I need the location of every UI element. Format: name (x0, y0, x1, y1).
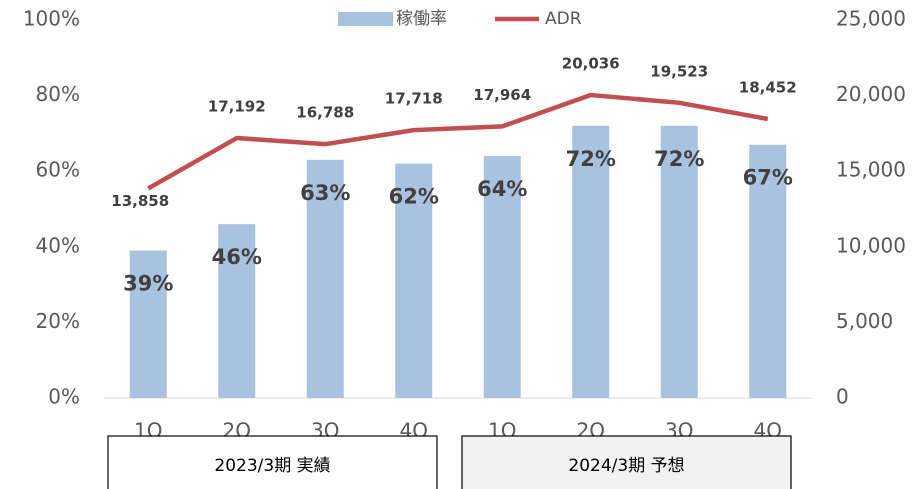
y2-tick-label: 5,000 (836, 309, 893, 333)
y-tick-label: 40% (36, 233, 80, 257)
group-box (107, 435, 438, 489)
group-label: 2024/3期 予想 (568, 456, 684, 476)
y2-tick-label: 20,000 (836, 82, 906, 106)
adr-line (147, 92, 769, 191)
group-label: 2023/3期 実績 (214, 456, 330, 476)
y-tick-label: 20% (36, 309, 80, 333)
y-tick-label: 60% (36, 158, 80, 182)
value-label: 72% (566, 147, 616, 171)
adr-label: 16,788 (296, 104, 354, 122)
value-label: 63% (300, 181, 350, 205)
bar (129, 250, 167, 398)
value-label: 64% (477, 177, 527, 201)
value-label: 62% (389, 185, 439, 209)
adr-label: 17,192 (208, 98, 266, 116)
group-box (461, 435, 792, 489)
bar (395, 163, 433, 398)
value-label: 39% (123, 272, 173, 296)
y2-tick-label: 10,000 (836, 233, 906, 257)
bar (306, 159, 344, 398)
legend-label: 稼働率 (396, 9, 447, 29)
value-label: 72% (654, 147, 704, 171)
legend-label: ADR (545, 9, 582, 29)
y2-tick-label: 0 (836, 385, 849, 409)
y-tick-label: 100% (23, 7, 80, 31)
y-tick-label: 80% (36, 82, 80, 106)
adr-label: 19,523 (650, 62, 708, 80)
adr-label: 13,858 (111, 192, 169, 210)
adr-label: 18,452 (739, 79, 797, 97)
adr-label: 17,718 (385, 90, 443, 108)
adr-label: 20,036 (562, 55, 620, 73)
adr-label: 17,964 (473, 86, 531, 104)
bar (660, 125, 698, 398)
bar (218, 224, 256, 398)
legend-swatch (338, 12, 393, 26)
y2-tick-label: 15,000 (836, 158, 906, 182)
y2-tick-label: 25,000 (836, 7, 906, 31)
bar (483, 156, 521, 398)
value-label: 67% (743, 166, 793, 190)
value-label: 46% (212, 245, 262, 269)
bar (749, 144, 787, 398)
bar (572, 125, 610, 398)
y-tick-label: 0% (48, 385, 80, 409)
